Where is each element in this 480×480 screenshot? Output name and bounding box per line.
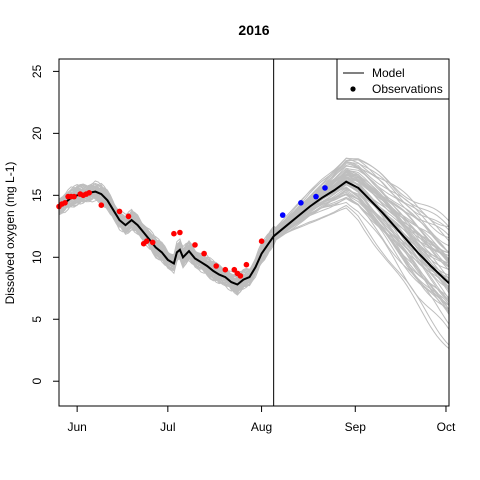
x-axis: Jun Jul Aug Sep Oct — [67, 406, 456, 434]
observation-point — [298, 200, 304, 206]
y-tick-label: 15 — [30, 188, 44, 202]
y-tick-label: 25 — [30, 64, 44, 78]
observation-point — [116, 208, 123, 215]
x-tick-label: Aug — [251, 420, 272, 434]
y-tick-label: 0 — [30, 378, 44, 385]
model-layer — [58, 180, 450, 286]
observation-point — [171, 230, 177, 237]
observation-point — [213, 263, 219, 269]
observation-point — [143, 238, 150, 244]
y-axis-label: Dissolved oxygen (mg L-1) — [3, 162, 17, 305]
ensemble-member-line — [58, 184, 450, 312]
x-tick-label: Jul — [160, 420, 175, 434]
ensemble-member-line — [58, 185, 450, 310]
ensemble-layer — [58, 157, 450, 349]
observation-point — [62, 200, 68, 206]
observations-layer — [56, 185, 328, 279]
observation-point — [258, 238, 265, 244]
legend: Model Observations — [336, 58, 450, 100]
x-tick-label: Jun — [67, 420, 86, 434]
plot-frame — [58, 58, 450, 407]
observation-point — [125, 213, 132, 220]
chart-title: 2016 — [238, 22, 269, 38]
ensemble-member-line — [58, 182, 450, 313]
observation-point — [231, 266, 238, 273]
observation-point — [222, 266, 229, 273]
observation-point — [177, 229, 183, 236]
y-tick-label: 20 — [30, 126, 44, 140]
observation-point — [322, 185, 328, 191]
observation-point — [71, 193, 77, 200]
observation-point — [243, 261, 250, 268]
x-tick-label: Sep — [345, 420, 367, 434]
model-series-line — [58, 180, 450, 286]
ensemble-member-line — [58, 182, 450, 293]
y-tick-label: 10 — [30, 250, 44, 264]
observation-point — [201, 250, 207, 257]
observation-point — [313, 193, 319, 200]
legend-observations-swatch — [350, 86, 356, 92]
observation-point — [279, 212, 286, 218]
observation-point — [149, 239, 156, 246]
ensemble-member-line — [58, 177, 450, 290]
x-tick-label: Oct — [437, 420, 456, 434]
y-tick-label: 5 — [30, 316, 44, 323]
legend-box — [336, 58, 450, 100]
legend-model-label: Model — [372, 66, 405, 80]
observation-point — [237, 273, 244, 279]
observation-point — [98, 202, 105, 208]
observation-point — [192, 242, 198, 248]
observation-point — [86, 190, 92, 196]
legend-observations-label: Observations — [372, 82, 443, 96]
y-axis: 0 5 10 15 20 25 — [30, 64, 59, 385]
